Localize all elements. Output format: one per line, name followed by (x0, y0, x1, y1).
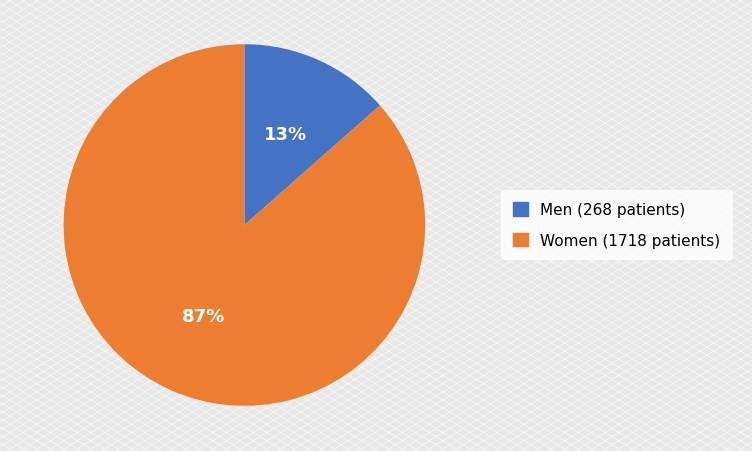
Wedge shape (64, 45, 425, 406)
Text: 87%: 87% (182, 307, 225, 325)
Text: 13%: 13% (264, 126, 307, 144)
Legend: Men (268 patients), Women (1718 patients): Men (268 patients), Women (1718 patients… (501, 191, 732, 260)
Wedge shape (244, 45, 380, 226)
